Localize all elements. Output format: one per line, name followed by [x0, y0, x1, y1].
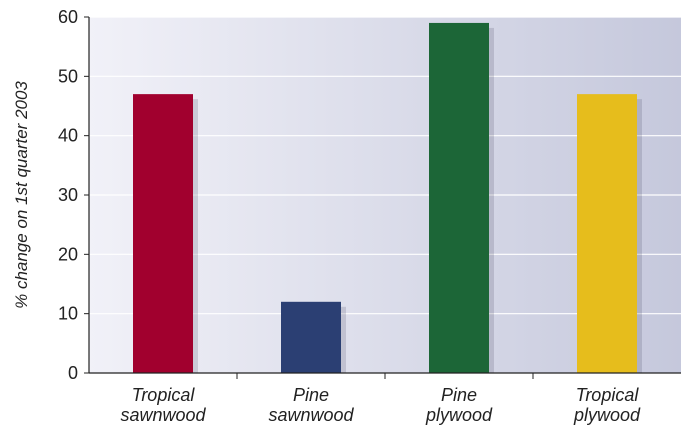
y-tick-label: 10 [58, 304, 78, 324]
x-tick-label: sawnwood [120, 405, 206, 425]
y-tick-label: 60 [58, 7, 78, 27]
y-axis-title: % change on 1st quarter 2003 [12, 81, 31, 309]
bar [133, 94, 193, 373]
bar [429, 22, 489, 374]
x-tick-label: Tropical [576, 385, 640, 405]
x-tick-label: Pine [441, 385, 477, 405]
y-tick-label: 0 [68, 363, 78, 383]
x-tick-label: Tropical [132, 385, 196, 405]
y-tick-label: 40 [58, 126, 78, 146]
bar [281, 301, 341, 373]
y-tick-label: 30 [58, 185, 78, 205]
bars [133, 22, 642, 374]
y-tick-labels: 0 10 20 30 40 50 60 [58, 7, 78, 383]
y-tick-label: 50 [58, 66, 78, 86]
bar [577, 94, 637, 373]
x-tick-label: sawnwood [268, 405, 354, 425]
x-category-labels: TropicalsawnwoodPinesawnwoodPineplywoodT… [120, 385, 641, 425]
x-tick-label: Pine [293, 385, 329, 405]
axes [84, 16, 681, 379]
y-tick-label: 20 [58, 244, 78, 264]
x-tick-label: plywood [425, 405, 493, 425]
x-tick-label: plywood [573, 405, 641, 425]
